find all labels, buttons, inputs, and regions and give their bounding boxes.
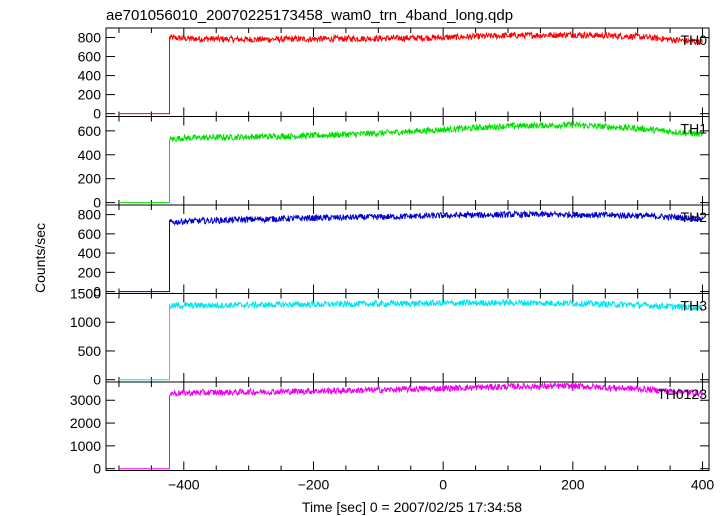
panel-th2: 0 200 400 600 800 TH2 — [78, 204, 710, 300]
panels-group: 0 200 400 600 800 TH0 0 200 400 600 TH1 0 200 400 600 8… — [70, 27, 715, 493]
series-label-th0123: TH0123 — [657, 386, 707, 402]
y-tick-label: 2000 — [70, 415, 101, 431]
y-tick-label: 0 — [93, 372, 101, 388]
x-tick-label: 200 — [561, 477, 585, 493]
y-tick-label: 200 — [78, 171, 102, 187]
series-line-th1 — [119, 120, 703, 204]
series-label-th0: TH0 — [681, 32, 708, 48]
y-tick-label: 1000 — [70, 438, 101, 454]
y-tick-label: 3000 — [70, 392, 101, 408]
y-tick-label: 0 — [93, 195, 101, 211]
y-axis-label: Counts/sec — [32, 223, 48, 293]
series-label-th2: TH2 — [681, 209, 708, 225]
panel-frame — [105, 204, 710, 294]
panel-th3: 0 500 1000 1500 TH3 — [70, 286, 710, 388]
y-tick-label: 500 — [78, 343, 102, 359]
y-tick-label: 400 — [78, 68, 102, 84]
x-tick-label: 0 — [439, 477, 447, 493]
y-tick-label: 0 — [93, 106, 101, 122]
y-tick-label: 800 — [78, 30, 102, 46]
y-tick-label: 1500 — [70, 286, 101, 302]
x-axis-label: Time [sec] 0 = 2007/02/25 17:34:58 — [302, 499, 522, 515]
series-line-th3 — [119, 298, 703, 381]
panel-frame — [105, 27, 710, 117]
series-line-th0 — [119, 30, 703, 115]
y-tick-label: 400 — [78, 147, 102, 163]
series-line-th0123 — [119, 381, 703, 470]
panel-th0123: 0 1000 2000 3000 TH0123 — [70, 381, 710, 477]
y-tick-label: 0 — [93, 461, 101, 477]
y-tick-label: 200 — [78, 87, 102, 103]
panel-th0: 0 200 400 600 800 TH0 — [78, 27, 710, 122]
y-tick-label: 200 — [78, 264, 102, 280]
x-tick-label: −200 — [298, 477, 330, 493]
y-tick-label: 800 — [78, 207, 102, 223]
x-tick-label: −400 — [168, 477, 200, 493]
series-label-th3: TH3 — [681, 298, 708, 314]
y-tick-label: 600 — [78, 49, 102, 65]
y-tick-label: 1000 — [70, 314, 101, 330]
panel-frame — [105, 116, 710, 206]
y-tick-label: 600 — [78, 226, 102, 242]
figure-title: ae701056010_20070225173458_wam0_trn_4ban… — [106, 7, 513, 24]
y-tick-label: 600 — [78, 123, 102, 139]
panel-frame — [105, 381, 710, 471]
series-label-th1: TH1 — [681, 121, 708, 137]
series-line-th2 — [119, 209, 703, 293]
x-tick-label: 400 — [691, 477, 715, 493]
panel-th1: 0 200 400 600 TH1 — [78, 116, 710, 211]
y-tick-label: 0 — [93, 284, 101, 300]
y-tick-label: 400 — [78, 245, 102, 261]
